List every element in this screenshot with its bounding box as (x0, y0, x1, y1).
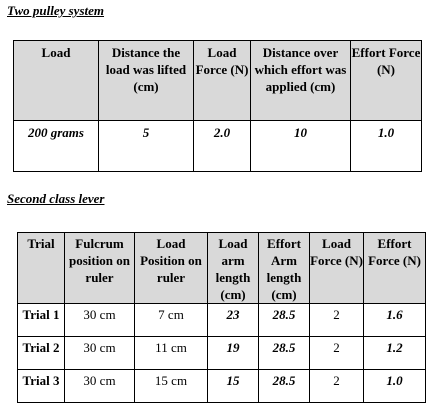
header-cell-load-force: Load Force (N) (193, 40, 251, 121)
header-cell-load-position: Load Position on ruler (134, 232, 208, 304)
table-cell: 28.5 (258, 336, 310, 370)
table-row: Trial 3 30 cm 15 cm 15 28.5 2 1.0 (17, 369, 426, 403)
table-cell: 1.0 (350, 120, 422, 172)
header-cell-effort-force: Effort Force (N) (363, 232, 426, 304)
lever-header-row: Trial Fulcrum position on ruler Load Pos… (17, 232, 426, 304)
table-cell: 200 grams (13, 120, 99, 172)
table-row: Trial 2 30 cm 11 cm 19 28.5 2 1.2 (17, 336, 426, 370)
table-cell: 1.2 (363, 336, 426, 370)
table-cell: 28.5 (258, 303, 310, 337)
header-cell-distance-lifted: Distance the load was lifted (cm) (98, 40, 194, 121)
table-cell: 11 cm (134, 336, 208, 370)
header-cell-load: Load (13, 40, 99, 121)
table-cell: 2 (309, 336, 364, 370)
header-cell-load-force: Load Force (N) (309, 232, 364, 304)
pulley-header-row: Load Distance the load was lifted (cm) L… (13, 40, 422, 121)
table-cell: 2.0 (193, 120, 251, 172)
header-cell-effort-distance: Distance over which effort was applied (… (250, 40, 351, 121)
table-row: 200 grams 5 2.0 10 1.0 (13, 120, 422, 172)
header-cell-effort-arm: Effort Arm length (cm) (258, 232, 310, 304)
table-cell: 30 cm (64, 336, 135, 370)
table-cell: 19 (207, 336, 259, 370)
table-cell: 28.5 (258, 369, 310, 403)
table-cell: 7 cm (134, 303, 208, 337)
table-cell: 15 cm (134, 369, 208, 403)
table-cell: Trial 2 (17, 336, 65, 370)
table-cell: 5 (98, 120, 194, 172)
table-cell: 23 (207, 303, 259, 337)
lever-table: Trial Fulcrum position on ruler Load Pos… (17, 232, 426, 403)
table-cell: 15 (207, 369, 259, 403)
table-cell: 10 (250, 120, 351, 172)
table-cell: 1.6 (363, 303, 426, 337)
pulley-table: Load Distance the load was lifted (cm) L… (13, 40, 422, 172)
table-cell: 30 cm (64, 369, 135, 403)
header-cell-fulcrum-position: Fulcrum position on ruler (64, 232, 135, 304)
header-cell-effort-force: Effort Force (N) (350, 40, 422, 121)
table-cell: Trial 1 (17, 303, 65, 337)
header-cell-trial: Trial (17, 232, 65, 304)
table-cell: 2 (309, 369, 364, 403)
section-heading-lever: Second class lever (7, 191, 105, 206)
table-row: Trial 1 30 cm 7 cm 23 28.5 2 1.6 (17, 303, 426, 337)
table-cell: 1.0 (363, 369, 426, 403)
table-cell: 30 cm (64, 303, 135, 337)
table-cell: Trial 3 (17, 369, 65, 403)
section-heading-pulley: Two pulley system (7, 3, 105, 18)
header-cell-load-arm: Load arm length (cm) (207, 232, 259, 304)
table-cell: 2 (309, 303, 364, 337)
